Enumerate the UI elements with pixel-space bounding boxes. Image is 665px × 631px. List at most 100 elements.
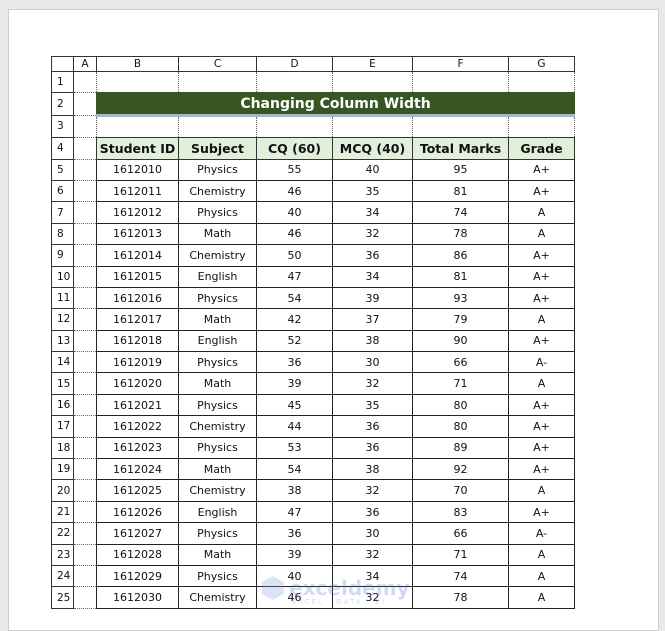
mcq-cell[interactable]: 39 (332, 286, 413, 310)
student-id-cell[interactable]: 1612024 (96, 458, 179, 481)
total-marks-cell[interactable]: 90 (412, 329, 509, 353)
row-header-14[interactable]: 14 (51, 351, 74, 374)
mcq-cell[interactable]: 35 (332, 393, 413, 417)
total-marks-cell[interactable]: 66 (412, 522, 509, 545)
subject-cell[interactable]: Chemistry (178, 179, 257, 203)
cq-cell[interactable]: 46 (256, 179, 333, 203)
subject-cell[interactable]: Chemistry (178, 415, 257, 438)
grade-cell[interactable]: A+ (508, 158, 575, 181)
subject-cell[interactable]: Math (178, 372, 257, 395)
mcq-cell[interactable]: 32 (332, 543, 413, 566)
empty-cell[interactable] (412, 70, 509, 94)
empty-cell[interactable] (73, 158, 97, 181)
empty-cell[interactable] (73, 436, 97, 460)
cq-cell[interactable]: 54 (256, 458, 333, 481)
empty-cell[interactable] (73, 201, 97, 224)
cq-cell[interactable]: 55 (256, 158, 333, 181)
row-header-11[interactable]: 11 (51, 286, 74, 310)
empty-cell[interactable] (508, 114, 575, 139)
column-header-D[interactable]: D (256, 56, 333, 72)
subject-cell[interactable]: Physics (178, 522, 257, 545)
subject-cell[interactable]: Chemistry (178, 586, 257, 609)
subject-cell[interactable]: Chemistry (178, 479, 257, 502)
student-id-cell[interactable]: 1612020 (96, 372, 179, 395)
grade-cell[interactable]: A (508, 222, 575, 246)
column-label[interactable]: Total Marks (412, 137, 509, 160)
grade-cell[interactable]: A (508, 201, 575, 224)
row-header-12[interactable]: 12 (51, 308, 74, 331)
student-id-cell[interactable]: 1612013 (96, 222, 179, 246)
cq-cell[interactable]: 54 (256, 286, 333, 310)
student-id-cell[interactable]: 1612023 (96, 436, 179, 460)
row-header-3[interactable]: 3 (51, 114, 74, 139)
empty-cell[interactable] (73, 415, 97, 438)
cq-cell[interactable]: 40 (256, 564, 333, 588)
empty-cell[interactable] (73, 244, 97, 267)
student-id-cell[interactable]: 1612028 (96, 543, 179, 566)
cq-cell[interactable]: 36 (256, 522, 333, 545)
cq-cell[interactable]: 47 (256, 500, 333, 524)
grade-cell[interactable]: A+ (508, 179, 575, 203)
total-marks-cell[interactable]: 79 (412, 308, 509, 331)
subject-cell[interactable]: English (178, 500, 257, 524)
row-header-4[interactable]: 4 (51, 137, 74, 160)
subject-cell[interactable]: Math (178, 543, 257, 566)
subject-cell[interactable]: Physics (178, 286, 257, 310)
empty-cell[interactable] (73, 70, 97, 94)
column-label[interactable]: Grade (508, 137, 575, 160)
row-header-6[interactable]: 6 (51, 179, 74, 203)
student-id-cell[interactable]: 1612030 (96, 586, 179, 609)
empty-cell[interactable] (73, 458, 97, 481)
student-id-cell[interactable]: 1612012 (96, 201, 179, 224)
empty-cell[interactable] (508, 70, 575, 94)
empty-cell[interactable] (178, 114, 257, 139)
column-label[interactable]: Subject (178, 137, 257, 160)
empty-cell[interactable] (96, 70, 179, 94)
mcq-cell[interactable]: 37 (332, 308, 413, 331)
subject-cell[interactable]: Chemistry (178, 244, 257, 267)
row-header-13[interactable]: 13 (51, 329, 74, 353)
empty-cell[interactable] (412, 114, 509, 139)
grade-cell[interactable]: A+ (508, 265, 575, 288)
mcq-cell[interactable]: 40 (332, 158, 413, 181)
total-marks-cell[interactable]: 81 (412, 179, 509, 203)
student-id-cell[interactable]: 1612029 (96, 564, 179, 588)
subject-cell[interactable]: English (178, 329, 257, 353)
student-id-cell[interactable]: 1612015 (96, 265, 179, 288)
cq-cell[interactable]: 45 (256, 393, 333, 417)
empty-cell[interactable] (73, 265, 97, 288)
mcq-cell[interactable]: 36 (332, 415, 413, 438)
total-marks-cell[interactable]: 80 (412, 415, 509, 438)
empty-cell[interactable] (73, 179, 97, 203)
student-id-cell[interactable]: 1612026 (96, 500, 179, 524)
grade-cell[interactable]: A (508, 372, 575, 395)
total-marks-cell[interactable]: 70 (412, 479, 509, 502)
student-id-cell[interactable]: 1612022 (96, 415, 179, 438)
mcq-cell[interactable]: 32 (332, 222, 413, 246)
row-header-10[interactable]: 10 (51, 265, 74, 288)
student-id-cell[interactable]: 1612027 (96, 522, 179, 545)
empty-cell[interactable] (73, 543, 97, 566)
total-marks-cell[interactable]: 80 (412, 393, 509, 417)
cq-cell[interactable]: 52 (256, 329, 333, 353)
total-marks-cell[interactable]: 74 (412, 564, 509, 588)
grade-cell[interactable]: A (508, 479, 575, 502)
row-header-21[interactable]: 21 (51, 500, 74, 524)
subject-cell[interactable]: Physics (178, 436, 257, 460)
student-id-cell[interactable]: 1612014 (96, 244, 179, 267)
student-id-cell[interactable]: 1612010 (96, 158, 179, 181)
subject-cell[interactable]: Math (178, 308, 257, 331)
cq-cell[interactable]: 44 (256, 415, 333, 438)
total-marks-cell[interactable]: 92 (412, 458, 509, 481)
empty-cell[interactable] (73, 586, 97, 609)
grade-cell[interactable]: A+ (508, 458, 575, 481)
subject-cell[interactable]: Physics (178, 158, 257, 181)
empty-cell[interactable] (73, 92, 97, 116)
column-header-B[interactable]: B (96, 56, 179, 72)
row-header-15[interactable]: 15 (51, 372, 74, 395)
mcq-cell[interactable]: 38 (332, 329, 413, 353)
cq-cell[interactable]: 39 (256, 543, 333, 566)
student-id-cell[interactable]: 1612011 (96, 179, 179, 203)
grade-cell[interactable]: A (508, 308, 575, 331)
mcq-cell[interactable]: 34 (332, 201, 413, 224)
